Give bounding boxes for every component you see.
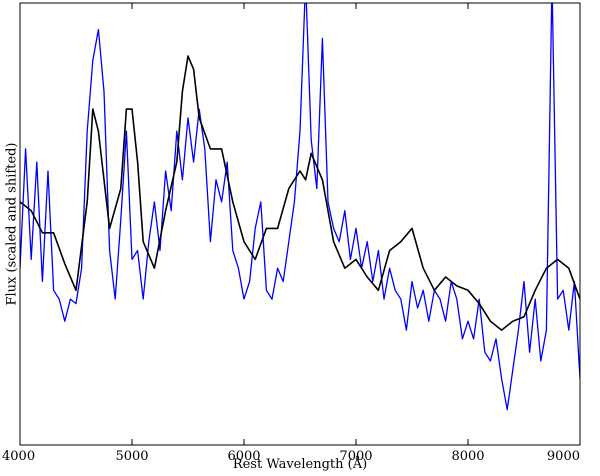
plot-frame bbox=[19, 2, 581, 446]
spectrum-line bbox=[20, 55, 580, 331]
x-tick-label: 4000 bbox=[2, 449, 35, 464]
y-axis-label: Flux (scaled and shifted) bbox=[5, 143, 20, 306]
x-tick-label: 7000 bbox=[339, 449, 372, 464]
x-tick-label: 5000 bbox=[115, 449, 148, 464]
x-axis-label: Rest Wavelength (Å) bbox=[233, 456, 367, 472]
x-tick-label: 9000 bbox=[547, 449, 580, 464]
x-tick-label: 8000 bbox=[451, 449, 484, 464]
x-tick-label: 6000 bbox=[227, 449, 260, 464]
plot-lines bbox=[20, 3, 580, 411]
spectrum-line bbox=[20, 3, 580, 411]
